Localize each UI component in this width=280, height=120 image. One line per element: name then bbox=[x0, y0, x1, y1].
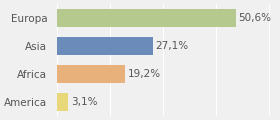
Bar bbox=[57, 9, 235, 27]
Bar bbox=[57, 37, 153, 55]
Bar bbox=[57, 65, 125, 83]
Text: 3,1%: 3,1% bbox=[71, 97, 97, 107]
Bar bbox=[57, 93, 68, 111]
Text: 19,2%: 19,2% bbox=[128, 69, 161, 79]
Text: 50,6%: 50,6% bbox=[239, 13, 271, 23]
Text: 27,1%: 27,1% bbox=[155, 41, 189, 51]
